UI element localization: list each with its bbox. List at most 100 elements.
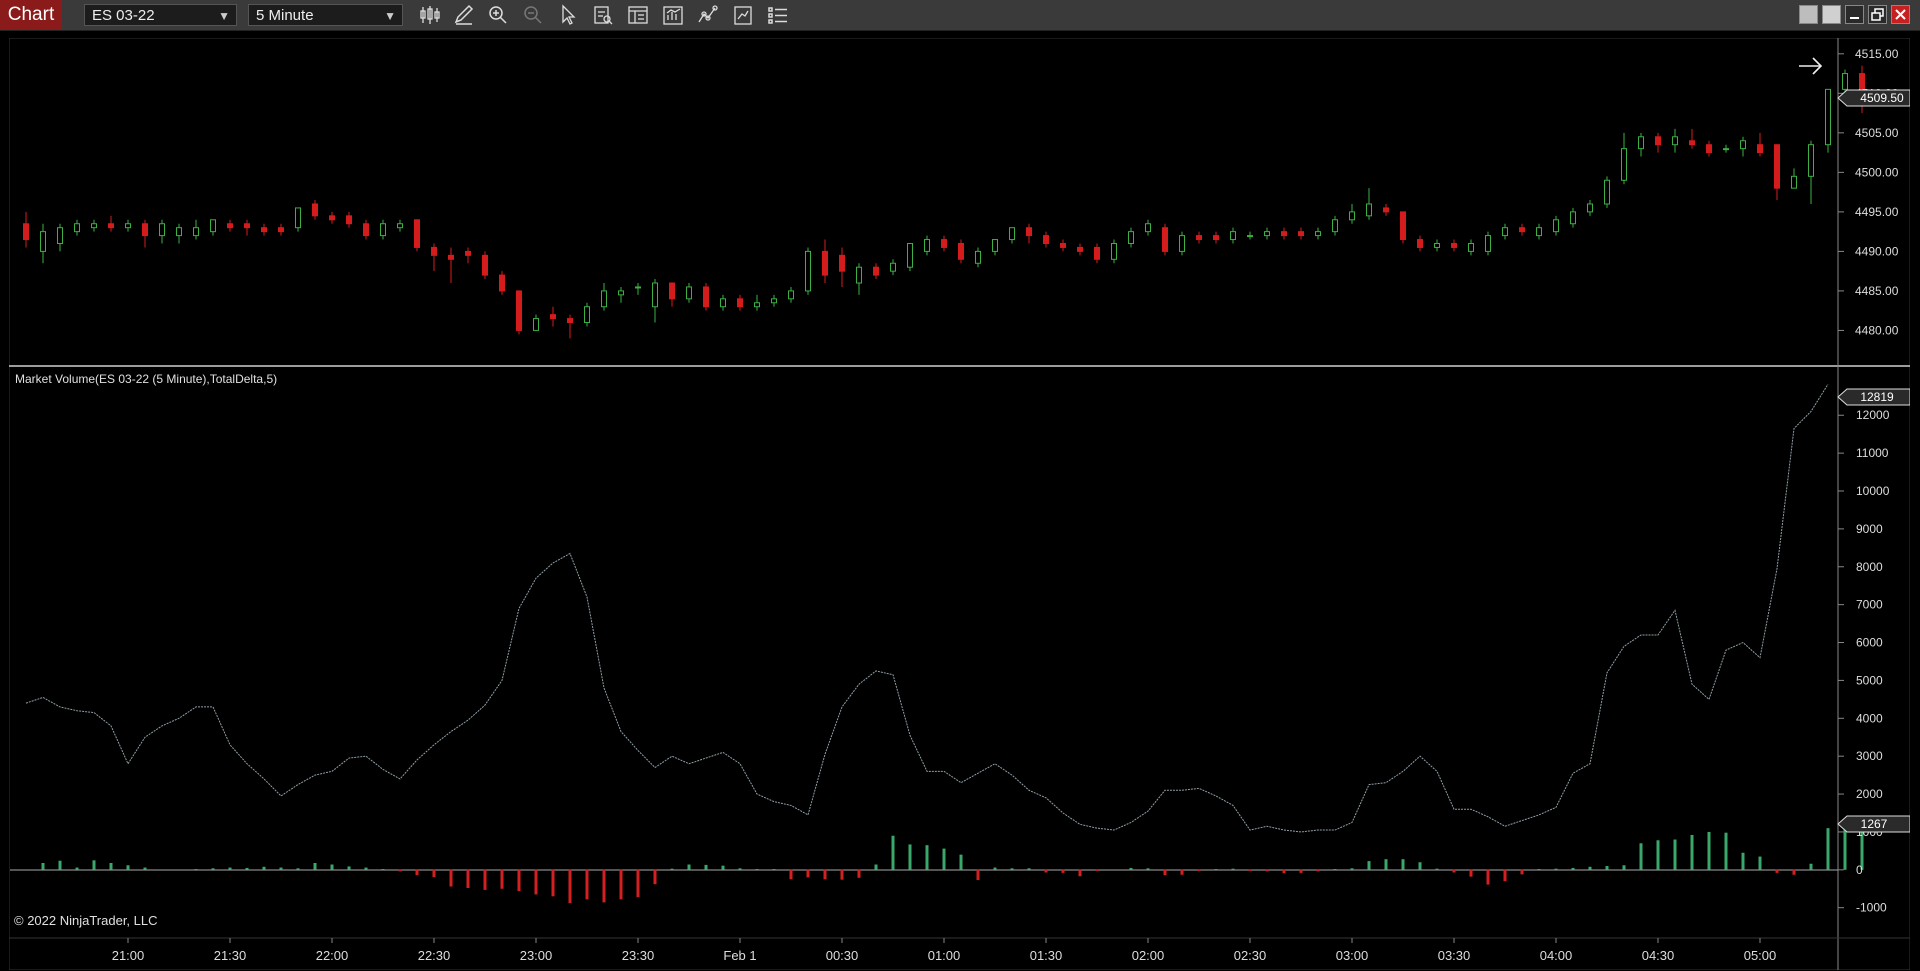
chart-trader-icon[interactable] <box>730 3 756 27</box>
candle <box>57 223 63 252</box>
zoom-in-icon[interactable] <box>485 3 511 27</box>
time-tick-label: 22:30 <box>418 948 451 963</box>
delta-bar <box>653 869 657 885</box>
candle <box>1808 140 1814 204</box>
chevron-down-icon: ▼ <box>218 9 230 23</box>
time-tick-label: 03:00 <box>1336 948 1369 963</box>
delta-bar <box>1180 869 1184 875</box>
delta-bar <box>1690 834 1694 870</box>
interval-select[interactable]: 5 Minute ▼ <box>248 4 403 26</box>
delta-bar <box>1299 869 1303 873</box>
candle <box>1315 227 1321 240</box>
candle <box>1774 144 1780 201</box>
candle <box>652 279 658 323</box>
restore-icon[interactable] <box>1822 5 1841 24</box>
delta-bar <box>602 869 606 903</box>
delta-bar <box>415 869 419 876</box>
delta-bar <box>381 869 385 870</box>
delta-bar <box>194 869 198 870</box>
delta-bar <box>1673 839 1677 870</box>
zoom-out-icon[interactable] <box>520 3 546 27</box>
candle <box>1111 239 1117 264</box>
indicators-icon[interactable] <box>660 3 686 27</box>
pointer-icon[interactable] <box>555 3 581 27</box>
volume-tick-label: 8000 <box>1856 560 1883 574</box>
time-tick-label: 01:00 <box>928 948 961 963</box>
instrument-select[interactable]: ES 03-22 ▼ <box>84 4 237 26</box>
candle <box>1536 223 1542 240</box>
delta-bar <box>296 868 300 870</box>
candle <box>159 219 165 244</box>
close-icon[interactable] <box>1891 5 1910 24</box>
delta-bar <box>619 869 623 900</box>
candle <box>1145 219 1151 236</box>
candle <box>278 223 284 236</box>
minimize-icon[interactable] <box>1845 5 1864 24</box>
candle <box>584 302 590 327</box>
candle <box>567 314 573 339</box>
volume-tick-label: 3000 <box>1856 749 1883 763</box>
delta-bar <box>41 862 45 870</box>
candle <box>1553 215 1559 236</box>
candle <box>1791 168 1797 189</box>
delta-bar <box>1129 867 1133 870</box>
pencil-icon[interactable] <box>451 3 477 27</box>
delta-bar <box>1231 868 1235 870</box>
candle <box>1230 227 1236 244</box>
data-box-icon[interactable] <box>590 3 616 27</box>
delta-bar <box>1146 868 1150 870</box>
delta-bar <box>245 867 249 870</box>
delta-bar <box>211 868 215 870</box>
price-tick-label: 4480.00 <box>1855 323 1899 337</box>
delta-bar <box>1469 869 1473 877</box>
candle <box>108 215 114 232</box>
strategies-icon[interactable] <box>695 3 721 27</box>
candle <box>1060 239 1066 252</box>
candle <box>958 239 964 264</box>
delta-bar <box>1741 852 1745 870</box>
scroll-arrow-icon[interactable] <box>1799 57 1823 75</box>
candle <box>516 290 522 335</box>
delta-bar <box>993 867 997 870</box>
delta-bar <box>1656 840 1660 870</box>
properties-icon[interactable] <box>625 3 651 27</box>
delta-bar <box>1095 869 1099 871</box>
candle <box>1196 231 1202 244</box>
candle <box>822 239 828 284</box>
candle <box>1587 200 1593 216</box>
maximize-icon[interactable] <box>1868 5 1887 24</box>
candle <box>873 263 879 280</box>
candle <box>703 283 709 311</box>
chart-canvas[interactable]: 4515.004510.004505.004500.004495.004490.… <box>9 38 1910 970</box>
delta-bar <box>1843 826 1847 870</box>
delta-bar <box>1061 869 1065 873</box>
app-title[interactable]: Chart <box>0 0 62 30</box>
delta-bar <box>1163 869 1167 876</box>
candle <box>805 247 811 295</box>
candle <box>499 271 505 295</box>
bar-type-icon[interactable] <box>417 3 443 27</box>
delta-bar <box>585 869 589 900</box>
delta-bar <box>1367 861 1371 870</box>
candle <box>1604 176 1610 208</box>
delta-bar <box>1554 868 1558 870</box>
candle <box>295 207 301 232</box>
delta-bar <box>1605 866 1609 870</box>
candle <box>176 223 182 244</box>
delta-bar <box>857 869 861 878</box>
volume-tick-label: 9000 <box>1856 522 1883 536</box>
delta-bar <box>959 854 963 870</box>
candle <box>788 286 794 303</box>
candle <box>1077 243 1083 256</box>
delta-bar <box>1282 869 1286 874</box>
time-tick-label: 02:00 <box>1132 948 1165 963</box>
last-bar-label: 1267 <box>1861 817 1888 831</box>
price-tick-label: 4485.00 <box>1855 284 1899 298</box>
candle <box>1366 188 1372 220</box>
delta-bar <box>534 869 538 895</box>
list-icon[interactable] <box>765 3 791 27</box>
chart-area[interactable]: 4515.004510.004505.004500.004495.004490.… <box>9 38 1910 970</box>
tile-icon[interactable] <box>1799 5 1818 24</box>
candle <box>1179 231 1185 256</box>
candle <box>839 247 845 287</box>
